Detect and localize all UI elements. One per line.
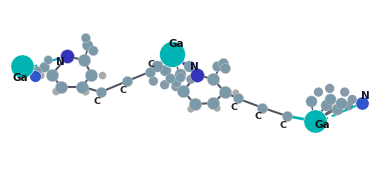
Point xyxy=(308,100,314,103)
Point xyxy=(194,73,200,76)
Text: C: C xyxy=(120,86,127,95)
Point xyxy=(150,80,156,83)
Point xyxy=(53,90,59,93)
Point xyxy=(161,83,167,86)
Point xyxy=(222,91,228,94)
Point xyxy=(195,72,201,75)
Point xyxy=(334,107,340,110)
Point xyxy=(81,59,87,62)
Text: N: N xyxy=(361,91,370,101)
Text: C: C xyxy=(255,112,262,121)
Point xyxy=(233,91,239,94)
Text: C: C xyxy=(148,60,155,69)
Point xyxy=(259,106,265,109)
Point xyxy=(64,55,70,58)
Point xyxy=(211,78,217,81)
Point xyxy=(79,85,85,88)
Point xyxy=(32,74,38,77)
Point xyxy=(327,98,333,101)
Point xyxy=(359,102,365,105)
Point xyxy=(173,85,179,88)
Text: Ga: Ga xyxy=(314,120,330,130)
Point xyxy=(19,65,25,68)
Point xyxy=(173,81,179,84)
Point xyxy=(338,102,344,105)
Point xyxy=(98,91,104,94)
Point xyxy=(220,61,226,64)
Point xyxy=(34,70,40,73)
Point xyxy=(83,90,89,93)
Point xyxy=(345,104,352,107)
Text: C: C xyxy=(94,97,101,106)
Point xyxy=(154,65,160,68)
Point xyxy=(177,72,183,75)
Point xyxy=(58,85,64,88)
Point xyxy=(188,78,194,81)
Point xyxy=(235,97,241,100)
Point xyxy=(83,36,89,39)
Point xyxy=(124,80,130,83)
Text: C: C xyxy=(279,121,286,130)
Point xyxy=(192,102,198,105)
Point xyxy=(186,65,192,68)
Point xyxy=(284,114,290,117)
Point xyxy=(88,73,94,76)
Text: N: N xyxy=(56,57,65,67)
Point xyxy=(38,74,44,77)
Point xyxy=(349,98,355,101)
Point xyxy=(45,59,51,62)
Text: Ga: Ga xyxy=(168,39,184,49)
Point xyxy=(211,102,217,105)
Point xyxy=(177,75,183,78)
Point xyxy=(222,67,228,70)
Point xyxy=(315,91,321,94)
Point xyxy=(49,73,55,76)
Text: C: C xyxy=(231,103,237,112)
Point xyxy=(169,52,175,55)
Point xyxy=(99,74,105,77)
Point xyxy=(214,65,220,68)
Point xyxy=(180,90,186,93)
Point xyxy=(147,70,153,73)
Point xyxy=(90,49,96,52)
Point xyxy=(312,120,318,123)
Point xyxy=(161,69,167,72)
Point xyxy=(42,66,48,69)
Point xyxy=(188,108,194,111)
Text: N: N xyxy=(190,62,199,72)
Text: Ga: Ga xyxy=(12,73,28,83)
Point xyxy=(323,103,329,106)
Point xyxy=(167,77,173,80)
Point xyxy=(327,87,333,90)
Point xyxy=(214,107,220,110)
Point xyxy=(85,44,91,47)
Point xyxy=(342,91,348,94)
